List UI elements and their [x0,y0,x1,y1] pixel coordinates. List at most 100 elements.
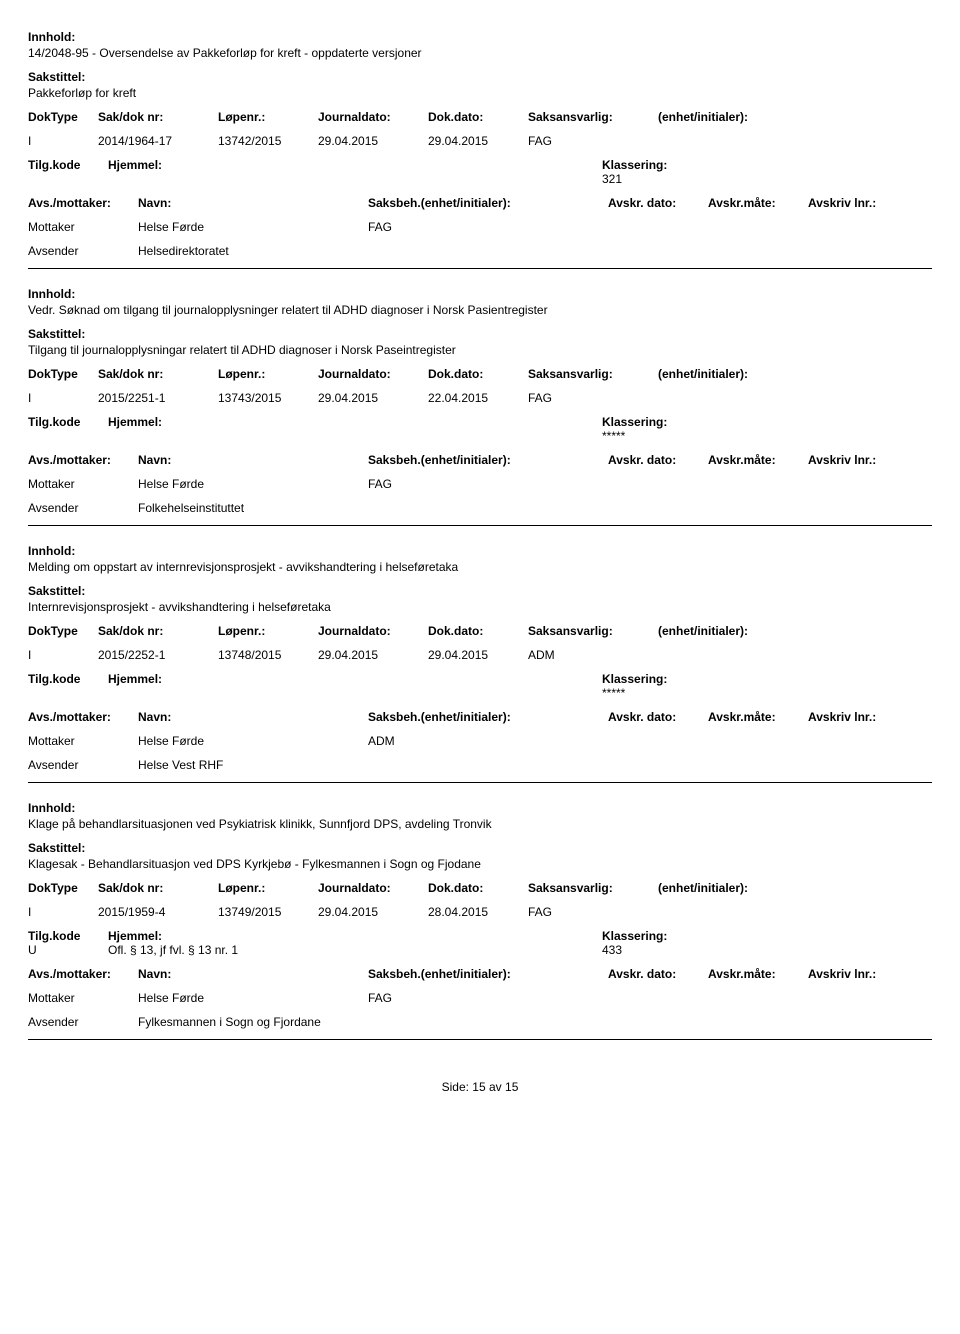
enhet-label: (enhet/initialer): [658,110,808,124]
avskrdato-label: Avskr. dato: [608,710,708,724]
page-footer: Side: 15 av 15 [28,1080,932,1094]
doktype-label: DokType [28,624,98,638]
avskrdato-label: Avskr. dato: [608,967,708,981]
avsmottaker-label: Avs./mottaker: [28,967,138,981]
sakdoknr-value: 2015/2251-1 [98,391,218,405]
avskrivlnr-label: Avskriv lnr.: [808,967,898,981]
journaldato-label: Journaldato: [318,881,428,895]
avskrmate-label: Avskr.måte: [708,967,808,981]
saksbeh-label: Saksbeh.(enhet/initialer): [368,967,608,981]
dokdato-label: Dok.dato: [428,881,528,895]
avsender-row: Avsender Fylkesmannen i Sogn og Fjordane [28,1015,932,1029]
klassering-value: 321 [602,172,756,186]
hjemmel-row: Tilg.kode Hjemmel: Klassering: 321 [28,158,932,186]
dokdato-value: 22.04.2015 [428,391,528,405]
sakstittel-value: Internrevisjonsprosjekt - avvikshandteri… [28,600,932,614]
meta-header-row: DokType Sak/dok nr: Løpenr.: Journaldato… [28,881,932,895]
mottaker-saksbeh: FAG [368,477,608,491]
klassering-value: ***** [602,429,756,443]
footer-page: 15 [472,1080,485,1094]
avskrmate-label: Avskr.måte: [708,453,808,467]
tilgkode-value: U [28,943,102,957]
footer-side-label: Side: [442,1080,469,1094]
saksansvarlig-value: FAG [528,134,658,148]
lopenr-value: 13743/2015 [218,391,318,405]
avskrmate-label: Avskr.måte: [708,710,808,724]
hjemmel-row: Tilg.kode Hjemmel: Klassering: ***** [28,415,932,443]
sakstittel-label: Sakstittel: [28,327,932,341]
innhold-value: Vedr. Søknad om tilgang til journalopply… [28,303,932,317]
sakdoknr-label: Sak/dok nr: [98,881,218,895]
klassering-label: Klassering: [602,929,756,943]
navn-label: Navn: [138,710,368,724]
doktype-value: I [28,134,98,148]
doktype-label: DokType [28,881,98,895]
mottaker-saksbeh: ADM [368,734,608,748]
sakdoknr-label: Sak/dok nr: [98,624,218,638]
avsender-row: Avsender Helsedirektoratet [28,244,932,258]
avsender-row: Avsender Folkehelseinstituttet [28,501,932,515]
avskrivlnr-label: Avskriv lnr.: [808,710,898,724]
avskrivlnr-label: Avskriv lnr.: [808,453,898,467]
sakstittel-value: Klagesak - Behandlarsituasjon ved DPS Ky… [28,857,932,871]
tilgkode-label: Tilg.kode [28,415,102,429]
lopenr-label: Løpenr.: [218,624,318,638]
journal-record: Innhold: Klage på behandlarsituasjonen v… [28,801,932,1040]
dokdato-value: 28.04.2015 [428,905,528,919]
avskrivlnr-label: Avskriv lnr.: [808,196,898,210]
meta-value-row: I 2015/2252-1 13748/2015 29.04.2015 29.0… [28,648,932,662]
avsmottaker-label: Avs./mottaker: [28,453,138,467]
meta-value-row: I 2014/1964-17 13742/2015 29.04.2015 29.… [28,134,932,148]
saksbeh-label: Saksbeh.(enhet/initialer): [368,710,608,724]
mottaker-label: Mottaker [28,734,138,748]
klassering-value: 433 [602,943,756,957]
hjemmel-row: Tilg.kode Hjemmel: Klassering: ***** [28,672,932,700]
mottaker-row: Mottaker Helse Førde FAG [28,220,932,234]
navn-label: Navn: [138,967,368,981]
hjemmel-label: Hjemmel: [108,672,596,686]
doktype-value: I [28,648,98,662]
enhet-value [658,648,808,662]
meta-header-row: DokType Sak/dok nr: Løpenr.: Journaldato… [28,624,932,638]
lopenr-label: Løpenr.: [218,367,318,381]
avsender-label: Avsender [28,501,138,515]
innhold-label: Innhold: [28,544,932,558]
mottaker-saksbeh: FAG [368,991,608,1005]
avsender-navn: Helsedirektoratet [138,244,368,258]
enhet-value [658,905,808,919]
avsender-row: Avsender Helse Vest RHF [28,758,932,772]
hjemmel-label: Hjemmel: [108,415,596,429]
saksansvarlig-label: Saksansvarlig: [528,367,658,381]
journaldato-value: 29.04.2015 [318,648,428,662]
mottaker-row: Mottaker Helse Førde FAG [28,477,932,491]
mottaker-label: Mottaker [28,477,138,491]
journaldato-value: 29.04.2015 [318,905,428,919]
avsmottaker-label: Avs./mottaker: [28,710,138,724]
klassering-label: Klassering: [602,415,756,429]
tilgkode-label: Tilg.kode [28,929,102,943]
tilgkode-label: Tilg.kode [28,672,102,686]
doktype-value: I [28,391,98,405]
lopenr-label: Løpenr.: [218,881,318,895]
party-header-row: Avs./mottaker: Navn: Saksbeh.(enhet/init… [28,453,932,467]
journal-record: Innhold: Vedr. Søknad om tilgang til jou… [28,287,932,526]
avskrmate-label: Avskr.måte: [708,196,808,210]
klassering-label: Klassering: [602,158,756,172]
dokdato-label: Dok.dato: [428,110,528,124]
navn-label: Navn: [138,196,368,210]
lopenr-label: Løpenr.: [218,110,318,124]
sakdoknr-value: 2015/2252-1 [98,648,218,662]
saksbeh-label: Saksbeh.(enhet/initialer): [368,196,608,210]
journal-record: Innhold: Melding om oppstart av internre… [28,544,932,783]
journaldato-label: Journaldato: [318,624,428,638]
innhold-value: Melding om oppstart av internrevisjonspr… [28,560,932,574]
lopenr-value: 13742/2015 [218,134,318,148]
mottaker-navn: Helse Førde [138,220,368,234]
enhet-label: (enhet/initialer): [658,624,808,638]
sakstittel-label: Sakstittel: [28,841,932,855]
saksansvarlig-value: FAG [528,391,658,405]
meta-value-row: I 2015/2251-1 13743/2015 29.04.2015 22.0… [28,391,932,405]
sakstittel-value: Pakkeforløp for kreft [28,86,932,100]
meta-value-row: I 2015/1959-4 13749/2015 29.04.2015 28.0… [28,905,932,919]
saksansvarlig-value: ADM [528,648,658,662]
